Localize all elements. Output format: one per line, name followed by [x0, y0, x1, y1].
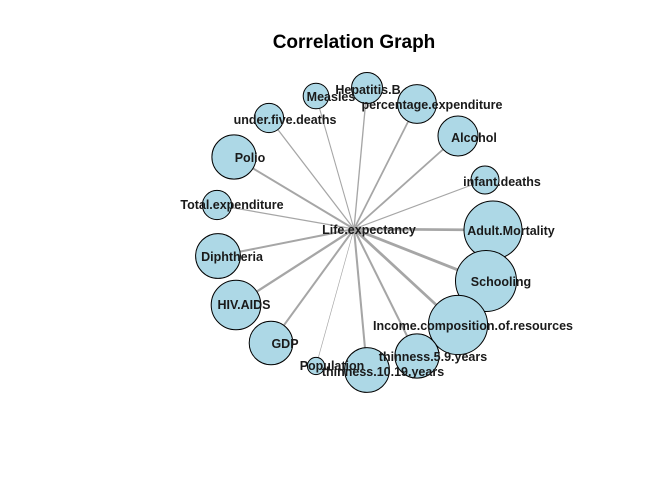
node-label-alcohol: Alcohol: [451, 131, 497, 145]
edge-thinness-5-9-years: [353, 228, 418, 357]
edge-polio: [233, 156, 355, 230]
node-infant-deaths[interactable]: [470, 165, 500, 195]
edge-measles: [315, 95, 355, 230]
edge-thinness-10-19-years: [352, 228, 369, 371]
node-income-composition-of-resources[interactable]: [427, 294, 489, 356]
node-label-thinness-10-19-years: thinness.10.19.years: [322, 365, 444, 379]
node-polio[interactable]: [211, 134, 257, 180]
node-label-adult-mortality: Adult.Mortality: [467, 224, 555, 238]
node-label-hiv-aids: HIV.AIDS: [217, 298, 270, 312]
node-thinness-10-19-years[interactable]: [344, 347, 390, 393]
node-label-diphtheria: Diphtheria: [201, 250, 264, 264]
edge-under-five-deaths: [268, 117, 355, 230]
node-label-measles: Measles: [307, 90, 356, 104]
node-hiv-aids[interactable]: [210, 279, 262, 331]
node-population[interactable]: [306, 356, 326, 376]
edge-infant-deaths: [353, 179, 486, 230]
node-label-population: Population: [300, 359, 365, 373]
node-label-percentage-expenditure: percentage.expenditure: [361, 98, 502, 112]
node-label-under-five-deaths: under.five.deaths: [234, 113, 337, 127]
node-label-polio: Polio: [235, 151, 266, 165]
node-percentage-expenditure[interactable]: [397, 84, 437, 124]
node-diphtheria[interactable]: [195, 233, 241, 279]
node-thinness-5-9-years[interactable]: [394, 333, 440, 379]
node-under-five-deaths[interactable]: [253, 102, 285, 134]
node-label-total-expenditure: Total.expenditure: [180, 198, 283, 212]
node-label-infant-deaths: infant.deaths: [463, 175, 541, 189]
edge-percentage-expenditure: [353, 103, 418, 230]
node-gdp[interactable]: [248, 320, 294, 366]
edge-hepatitis-b: [353, 87, 368, 230]
graph-title: Correlation Graph: [273, 32, 436, 53]
edge-layer: [216, 87, 494, 371]
node-alcohol[interactable]: [437, 115, 479, 157]
node-hepatitis-b[interactable]: [351, 72, 383, 104]
edge-total-expenditure: [216, 204, 355, 230]
node-label-thinness-5-9-years: thinness.5.9.years: [379, 350, 487, 364]
node-layer: [195, 72, 523, 393]
node-total-expenditure[interactable]: [201, 189, 233, 221]
edge-population: [315, 228, 355, 367]
edge-diphtheria: [217, 227, 355, 258]
center-node-label: Life.expectancy: [322, 223, 416, 237]
node-label-income-composition-of-resources: Income.composition.of.resources: [373, 319, 573, 333]
node-schooling[interactable]: [455, 250, 517, 312]
node-label-gdp: GDP: [271, 337, 298, 351]
node-label-schooling: Schooling: [471, 275, 531, 289]
edge-alcohol: [353, 135, 459, 230]
edge-gdp: [270, 228, 355, 344]
node-measles[interactable]: [302, 82, 330, 110]
node-label-hepatitis-b: Hepatitis.B: [335, 83, 400, 97]
